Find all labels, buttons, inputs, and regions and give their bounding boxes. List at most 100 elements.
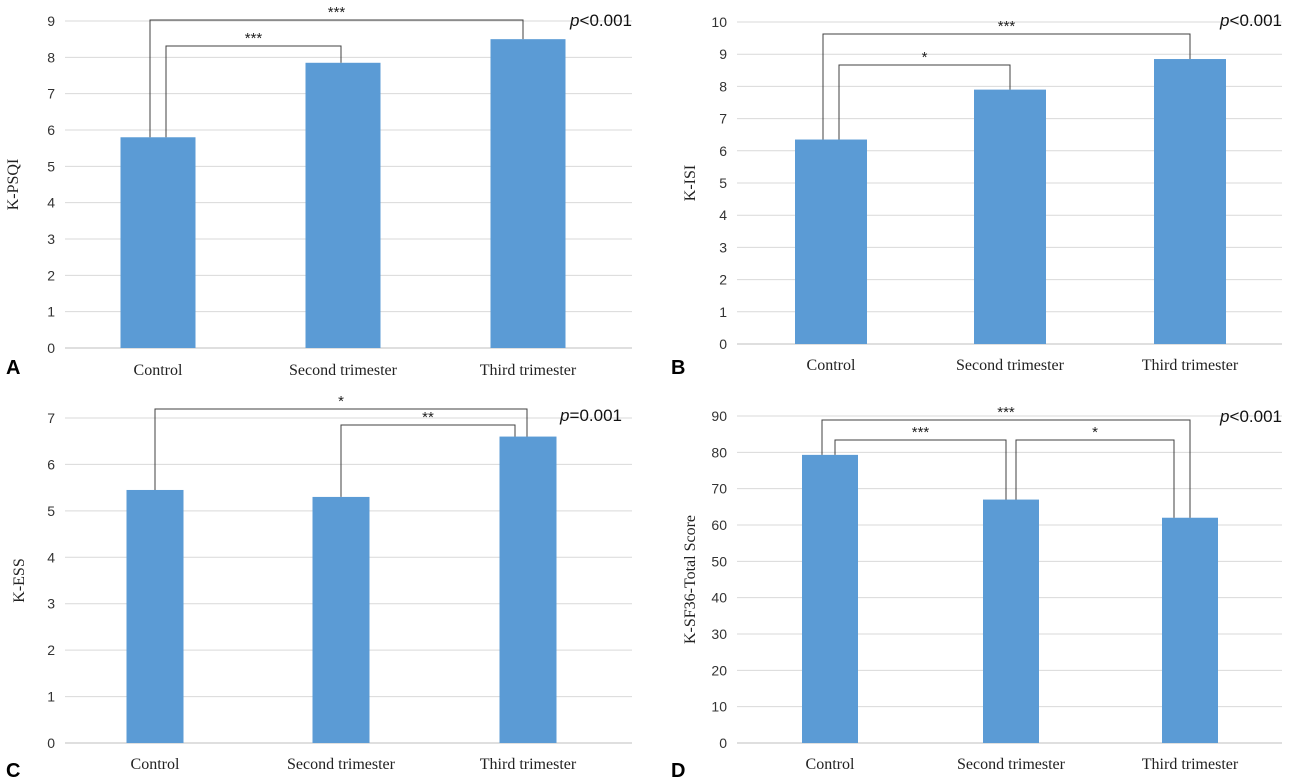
y-tick-label: 6 — [719, 143, 727, 159]
y-tick-label: 6 — [47, 122, 55, 138]
significance-bracket — [834, 439, 1007, 500]
p-value-symbol: p — [1219, 11, 1229, 30]
x-tick-label: Control — [131, 756, 180, 773]
y-tick-label: 70 — [711, 481, 727, 497]
bar-control — [802, 454, 858, 743]
y-tick-label: 5 — [47, 503, 55, 519]
significance-bracket — [340, 424, 516, 497]
significance-bracket — [821, 419, 1191, 518]
significance-label: * — [1092, 424, 1098, 441]
y-tick-label: 3 — [719, 239, 727, 255]
x-tick-label: Control — [806, 756, 855, 773]
p-value-number: <0.001 — [580, 11, 632, 30]
bar-second-trimester — [312, 496, 370, 743]
x-tick-label: Control — [134, 362, 183, 379]
y-tick-label: 50 — [711, 553, 727, 569]
y-tick-label: 40 — [711, 590, 727, 606]
significance-label: *** — [328, 4, 346, 21]
x-tick-label: Third trimester — [1142, 756, 1239, 773]
y-tick-label: 0 — [47, 340, 55, 356]
significance-bracket — [154, 408, 528, 490]
y-tick-label: 7 — [47, 86, 55, 102]
significance-label: * — [922, 49, 928, 66]
significance-bracket — [149, 19, 524, 138]
y-tick-label: 0 — [719, 336, 727, 352]
bar-second-trimester — [305, 62, 381, 349]
bar-third-trimester — [1162, 517, 1218, 743]
panel-letter: D — [671, 760, 685, 782]
bar-second-trimester — [983, 499, 1039, 743]
y-tick-label: 20 — [711, 662, 727, 678]
y-tick-label: 6 — [47, 456, 55, 472]
significance-label: ** — [422, 409, 434, 426]
y-tick-label: 4 — [47, 195, 55, 211]
significance-bracket — [822, 33, 1191, 140]
p-value-number: <0.001 — [1230, 11, 1282, 30]
y-axis-label: K-ISI — [682, 165, 699, 201]
y-tick-label: 8 — [719, 78, 727, 94]
p-value-symbol: p — [559, 406, 569, 425]
significance-bracket — [1015, 439, 1175, 518]
y-tick-label: 10 — [711, 699, 727, 715]
x-tick-label: Second trimester — [956, 357, 1065, 374]
y-tick-label: 10 — [711, 14, 727, 30]
panel-letter: B — [671, 357, 685, 379]
bar-control — [126, 489, 184, 743]
significance-label: *** — [912, 424, 930, 441]
y-tick-label: 1 — [719, 304, 727, 320]
p-value-label: p<0.001 — [1219, 407, 1282, 426]
y-tick-label: 3 — [47, 231, 55, 247]
p-value-label: p<0.001 — [569, 11, 632, 30]
significance-bracket — [838, 64, 1011, 140]
y-tick-label: 4 — [47, 549, 55, 565]
y-axis-label: K-PSQI — [5, 159, 22, 211]
significance-bracket — [165, 45, 342, 138]
y-tick-label: 30 — [711, 626, 727, 642]
chart-panel-b: 0 1 2 3 4 5 6 7 8 9 10 Control Second trimester Third… — [671, 11, 1282, 379]
y-tick-label: 3 — [47, 596, 55, 612]
significance-label: *** — [998, 18, 1016, 35]
y-tick-label: 5 — [719, 175, 727, 191]
y-tick-label: 5 — [47, 158, 55, 174]
y-tick-label: 1 — [47, 304, 55, 320]
y-axis-label: K-ESS — [11, 558, 28, 602]
y-tick-label: 7 — [719, 111, 727, 127]
p-value-label: p=0.001 — [559, 406, 622, 425]
x-tick-label: Control — [807, 357, 856, 374]
y-tick-label: 2 — [719, 272, 727, 288]
bar-second-trimester — [974, 89, 1046, 345]
y-tick-label: 1 — [47, 689, 55, 705]
chart-panel-d: 0 10 20 30 40 50 60 70 80 90 Control Second trimest… — [671, 404, 1282, 782]
panel-letter: A — [6, 357, 20, 379]
x-tick-label: Third trimester — [1142, 357, 1239, 374]
p-value-symbol: p — [569, 11, 579, 30]
p-value-number: <0.001 — [1230, 407, 1282, 426]
panel-letter: C — [6, 760, 20, 782]
y-tick-label: 90 — [711, 408, 727, 424]
significance-label: * — [338, 393, 344, 410]
y-tick-label: 0 — [719, 735, 727, 751]
chart-panel-a: 0 1 2 3 4 5 6 7 8 9 Control Second trimester Third t… — [5, 4, 632, 379]
y-tick-label: 0 — [47, 735, 55, 751]
significance-label: *** — [997, 404, 1015, 421]
y-tick-label: 7 — [47, 410, 55, 426]
bar-control — [120, 137, 196, 348]
y-tick-label: 9 — [47, 13, 55, 29]
p-value-label: p<0.001 — [1219, 11, 1282, 30]
bar-control — [795, 139, 867, 344]
y-tick-label: 4 — [719, 207, 727, 223]
y-axis-label: K-SF36-Total Score — [682, 515, 699, 644]
bar-third-trimester — [490, 39, 566, 349]
y-tick-label: 60 — [711, 517, 727, 533]
x-tick-label: Second trimester — [957, 756, 1066, 773]
x-tick-label: Second trimester — [287, 756, 396, 773]
y-tick-label: 2 — [47, 267, 55, 283]
p-value-number: =0.001 — [570, 406, 622, 425]
y-tick-label: 2 — [47, 642, 55, 658]
y-tick-label: 80 — [711, 444, 727, 460]
x-tick-label: Third trimester — [480, 362, 577, 379]
bar-third-trimester — [499, 436, 557, 743]
x-tick-label: Third trimester — [480, 756, 577, 773]
y-tick-label: 9 — [719, 46, 727, 62]
